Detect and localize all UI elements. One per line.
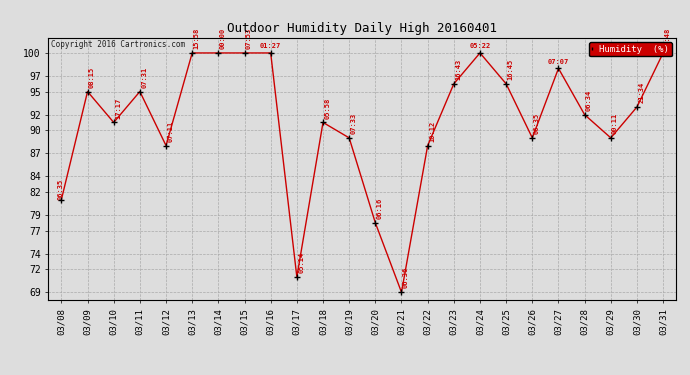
Text: 10:12: 10:12 <box>429 120 435 142</box>
Text: 07:11: 07:11 <box>168 120 173 142</box>
Point <box>265 50 276 56</box>
Text: Copyright 2016 Cartronics.com: Copyright 2016 Cartronics.com <box>52 40 186 49</box>
Text: 15:58: 15:58 <box>193 28 199 49</box>
Point <box>501 81 512 87</box>
Point <box>422 142 433 148</box>
Point <box>448 81 460 87</box>
Point <box>161 142 172 148</box>
Text: 05:22: 05:22 <box>469 43 491 49</box>
Text: 07:33: 07:33 <box>351 113 357 134</box>
Text: 16:45: 16:45 <box>507 59 513 80</box>
Text: 06:35: 06:35 <box>57 178 63 200</box>
Point <box>344 135 355 141</box>
Text: 08:15: 08:15 <box>89 66 95 88</box>
Text: 16:43: 16:43 <box>455 59 461 80</box>
Text: 08:48: 08:48 <box>664 28 671 49</box>
Point <box>82 88 93 94</box>
Text: 06:36: 06:36 <box>403 267 408 288</box>
Point <box>396 289 407 295</box>
Text: 00:11: 00:11 <box>612 113 618 134</box>
Point <box>108 119 119 125</box>
Title: Outdoor Humidity Daily High 20160401: Outdoor Humidity Daily High 20160401 <box>227 22 497 35</box>
Point <box>291 274 302 280</box>
Point <box>187 50 198 56</box>
Text: 07:53: 07:53 <box>246 28 252 49</box>
Point <box>553 65 564 71</box>
Text: 17:17: 17:17 <box>115 98 121 118</box>
Point <box>135 88 146 94</box>
Text: 06:35: 06:35 <box>533 113 540 134</box>
Point <box>631 104 642 110</box>
Point <box>370 220 381 226</box>
Text: 07:31: 07:31 <box>141 66 147 88</box>
Text: 05:14: 05:14 <box>298 252 304 273</box>
Text: 07:07: 07:07 <box>548 58 569 64</box>
Text: 21:34: 21:34 <box>638 82 644 103</box>
Text: 06:16: 06:16 <box>377 198 383 219</box>
Point <box>56 196 67 202</box>
Point <box>475 50 486 56</box>
Point <box>213 50 224 56</box>
Text: 00:00: 00:00 <box>219 28 226 49</box>
Point <box>579 112 590 118</box>
Legend: Humidity  (%): Humidity (%) <box>589 42 671 56</box>
Text: 05:58: 05:58 <box>324 98 331 118</box>
Point <box>658 50 669 56</box>
Text: 06:34: 06:34 <box>586 90 592 111</box>
Point <box>526 135 538 141</box>
Point <box>239 50 250 56</box>
Point <box>605 135 616 141</box>
Text: 01:27: 01:27 <box>260 43 282 49</box>
Point <box>317 119 328 125</box>
